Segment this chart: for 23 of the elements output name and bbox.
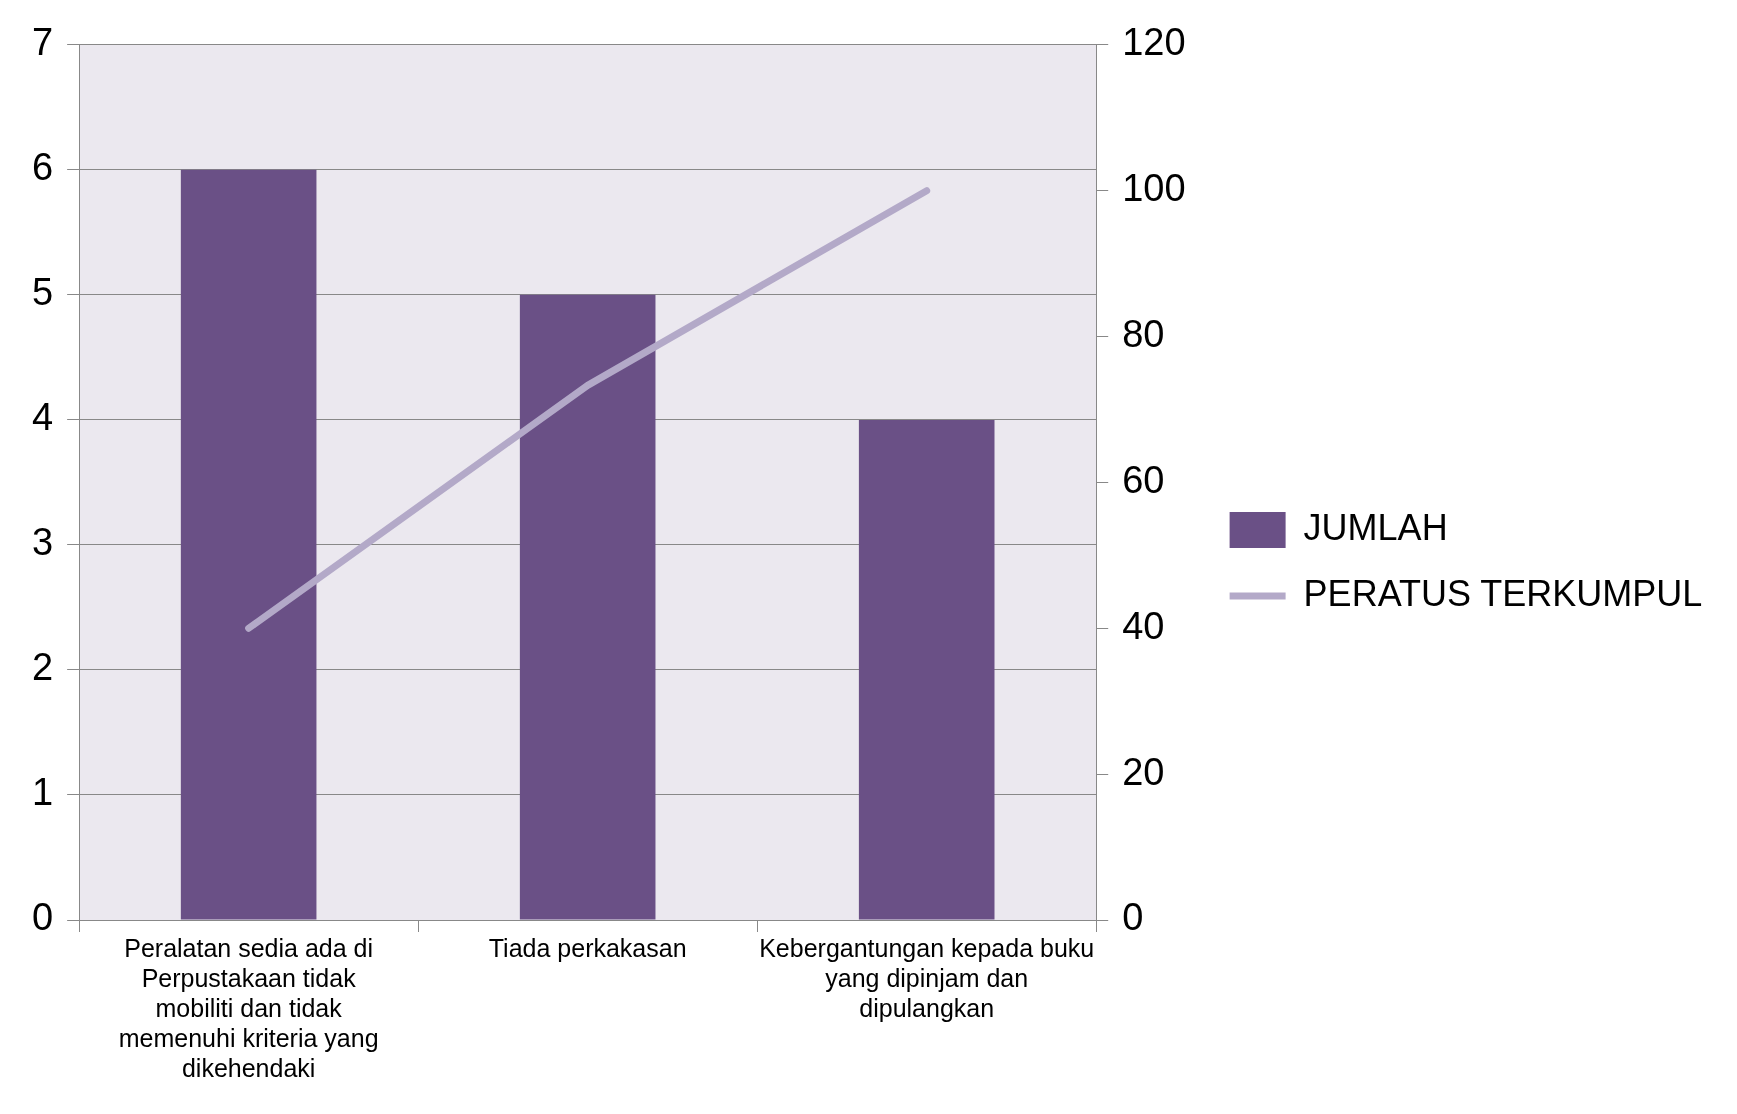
y2-tick-label: 60	[1122, 458, 1165, 501]
x-tick-label: Kebergantungan kepada buku yang dipinjam dan dipulangkan	[759, 933, 1095, 1022]
y2-tick-label: 0	[1122, 896, 1144, 939]
y2-tick-label: 40	[1122, 604, 1165, 647]
y-tick-label: 2	[31, 646, 54, 689]
bar	[519, 294, 656, 920]
y-tick-label: 7	[31, 21, 54, 64]
legend-label: JUMLAH	[1303, 506, 1448, 548]
y-tick-label: 4	[31, 396, 54, 439]
y2-tick-label: 80	[1122, 313, 1165, 356]
bar	[858, 419, 995, 920]
y2-tick-label: 120	[1122, 21, 1186, 64]
y2-tick-label: 100	[1122, 167, 1186, 210]
x-tick-label: Peralatan sedia ada di Perpustakaan tidak mobiliti dan tidak memenuhi kriteria yang dikehendaki	[118, 933, 379, 1082]
legend-label: PERATUS TERKUMPUL	[1303, 572, 1703, 614]
bar	[180, 169, 317, 920]
y-tick-label: 3	[31, 521, 54, 564]
y-tick-label: 0	[31, 896, 54, 939]
y-tick-label: 6	[31, 146, 54, 189]
y-tick-label: 1	[31, 771, 54, 814]
y2-tick-label: 20	[1122, 750, 1165, 793]
y-tick-label: 5	[31, 271, 54, 314]
x-tick-label: Tiada perkakasan	[488, 933, 687, 962]
